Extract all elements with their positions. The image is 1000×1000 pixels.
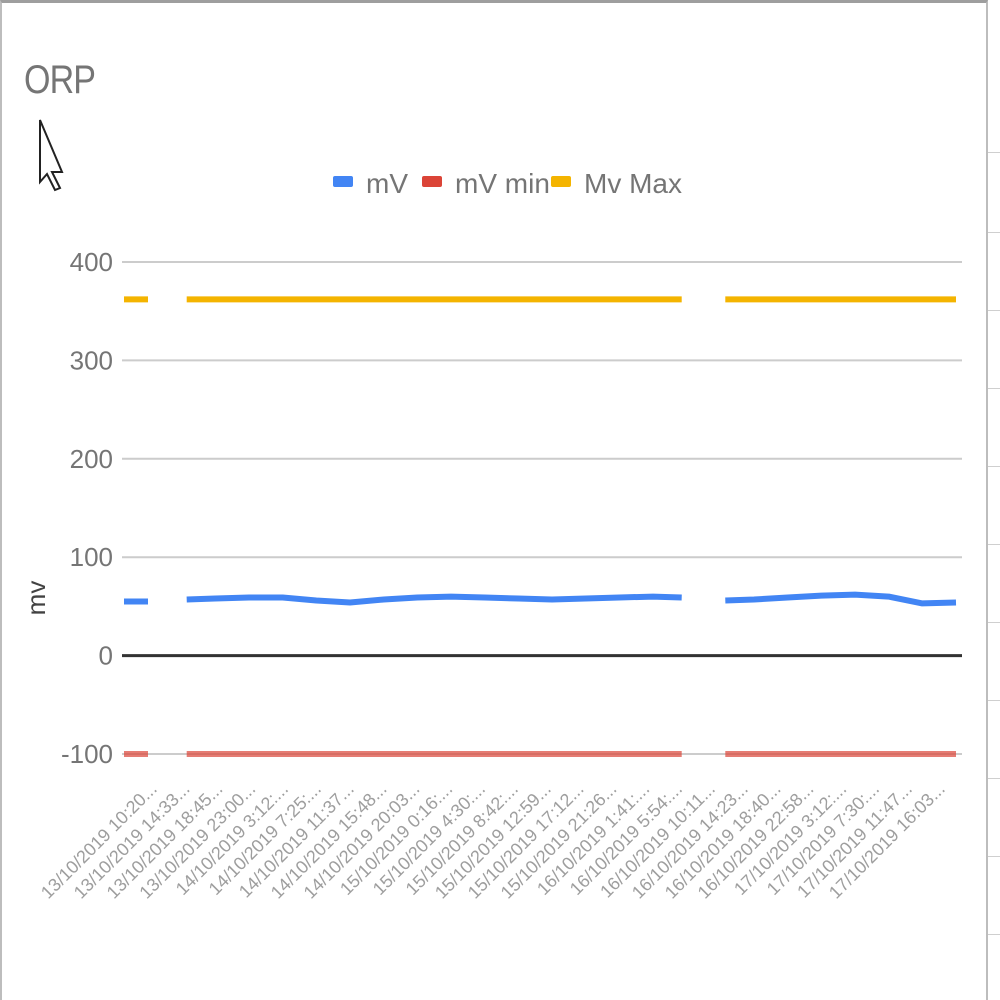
y-tick-label: -100 (61, 739, 113, 769)
grid-lines (122, 261, 962, 755)
legend-item-mv-min[interactable]: mV min (422, 168, 550, 199)
legend-item-mv[interactable]: mV (333, 168, 408, 199)
side-tick (988, 388, 1000, 389)
y-tick-label: 200 (70, 444, 113, 474)
side-tick (988, 622, 1000, 623)
scroll-gutter (988, 0, 1000, 1000)
legend-swatch (422, 176, 442, 187)
mouse-cursor-icon (39, 119, 64, 192)
y-tick-label: 300 (70, 345, 113, 375)
y-axis-ticks: 400 300 200 100 0 -100 (61, 247, 113, 769)
side-tick (988, 310, 1000, 311)
legend[interactable]: mV mV min Mv Max (333, 168, 682, 199)
side-tick (988, 152, 1000, 153)
legend-swatch (333, 176, 353, 187)
side-tick (988, 544, 1000, 545)
series-lines (124, 296, 957, 757)
legend-swatch (551, 176, 571, 187)
side-tick (988, 856, 1000, 857)
legend-item-mv-max[interactable]: Mv Max (551, 168, 682, 199)
y-tick-label: 400 (70, 247, 113, 277)
y-axis-title: mv (21, 581, 51, 616)
side-tick (988, 778, 1000, 779)
side-tick (988, 934, 1000, 935)
y-tick-label: 100 (70, 542, 113, 572)
legend-label: mV min (455, 168, 550, 199)
side-tick (988, 700, 1000, 701)
side-tick (988, 466, 1000, 467)
x-axis-ticks: 13/10/2019 10:20...13/10/2019 14:33...13… (37, 779, 949, 903)
y-tick-label: 0 (99, 641, 113, 671)
series-line-mv (186, 593, 682, 606)
legend-label: Mv Max (584, 168, 682, 199)
chart-title: ORP (24, 58, 96, 102)
side-tick (988, 232, 1000, 233)
legend-label: mV (366, 168, 408, 199)
series-line-mv (725, 591, 957, 607)
